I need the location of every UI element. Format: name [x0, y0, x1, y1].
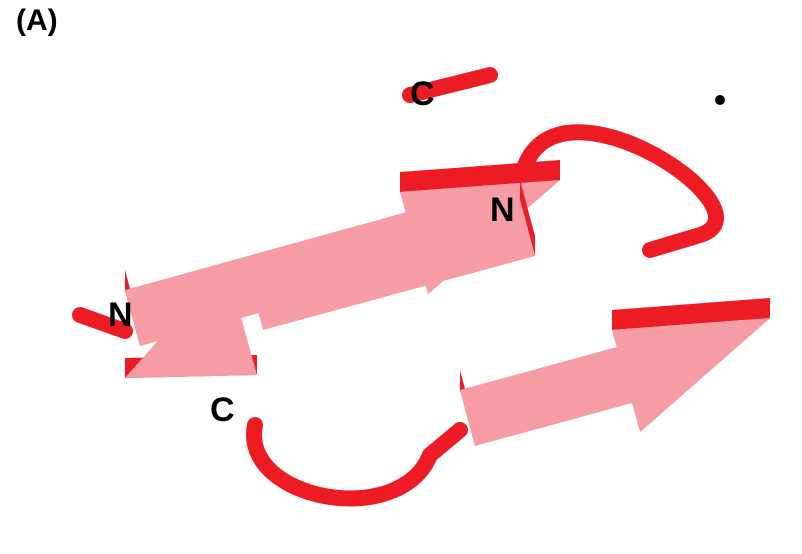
- terminus-label-c-3: C: [210, 391, 235, 430]
- terminus-label-n-0: N: [108, 296, 133, 335]
- terminus-label-n-2: N: [490, 191, 515, 230]
- terminus-label-c-1: C: [410, 75, 435, 114]
- bullet-dot: [715, 95, 725, 105]
- panel-label: (A): [16, 4, 58, 38]
- beta-sheet-diagram: [0, 0, 802, 554]
- arrow-3: [460, 298, 770, 446]
